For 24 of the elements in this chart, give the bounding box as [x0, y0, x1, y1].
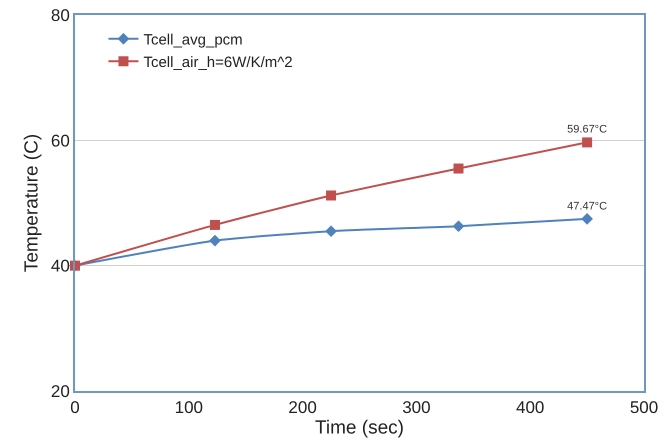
point [326, 190, 336, 200]
point [210, 220, 220, 230]
legend-label: Tcell_avg_pcm [143, 32, 243, 49]
x-axis-title: Time (sec) [314, 417, 404, 438]
x-tick-label: 400 [516, 398, 544, 418]
point [209, 234, 221, 246]
y-tick-label: 20 [50, 382, 70, 401]
data-label: 59.67°C [567, 123, 608, 136]
data-label: 47.47°C [567, 200, 608, 212]
point [581, 213, 593, 225]
legend-label: Tcell_air_h=6W/K/m^2 [143, 54, 293, 72]
x-tick-label: 500 [630, 398, 658, 418]
y-tick-label: 40 [50, 256, 70, 276]
y-axis-title: Temperature (C) [21, 134, 42, 272]
point [452, 220, 464, 232]
x-tick-label: 300 [402, 398, 431, 418]
x-tick-label: 0 [70, 398, 80, 418]
y-tick-label: 60 [50, 131, 70, 150]
x-tick-label: 200 [288, 398, 317, 418]
y-tick-label: 80 [50, 6, 70, 25]
point [454, 164, 464, 174]
point [582, 137, 592, 148]
x-tick-label: 100 [174, 398, 203, 418]
point [325, 225, 337, 238]
